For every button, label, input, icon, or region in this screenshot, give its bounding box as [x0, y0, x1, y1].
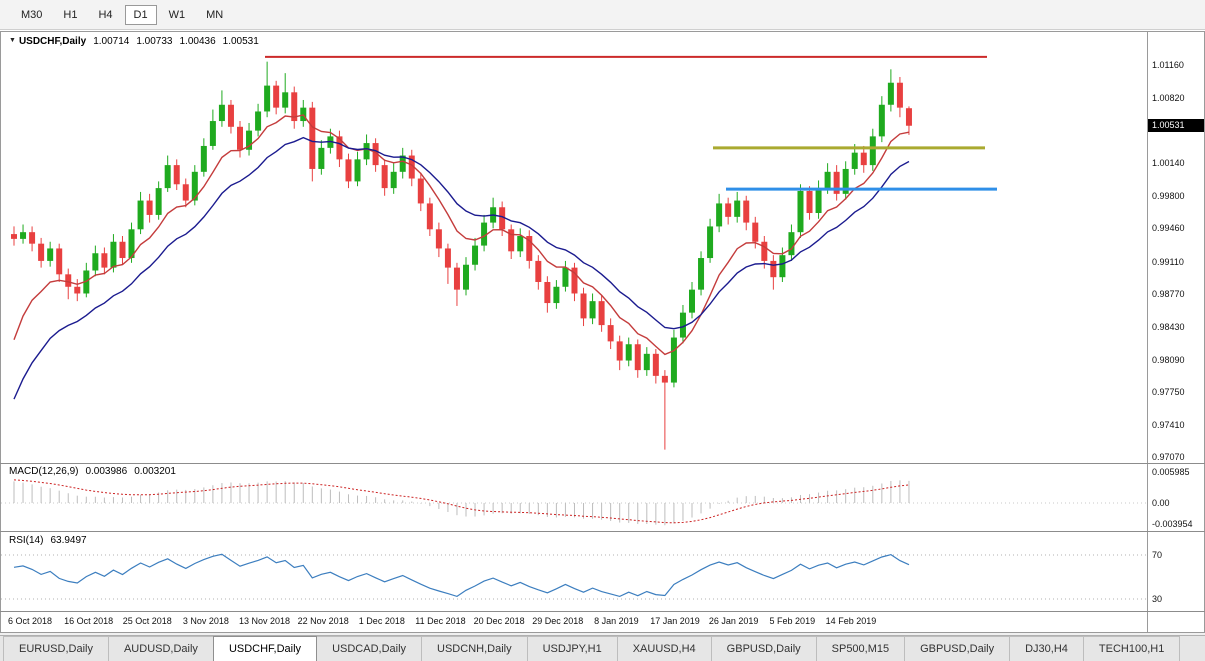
- chart-tab-xauusd-h4-6[interactable]: XAUUSD,H4: [616, 636, 712, 661]
- timeframe-button-d1[interactable]: D1: [124, 4, 157, 25]
- chart-tab-gbpusd-daily-9[interactable]: GBPUSD,Daily: [904, 636, 1011, 661]
- chart-background[interactable]: [0, 30, 1205, 633]
- macd-signal-value: 0.003201: [134, 466, 176, 477]
- timeframe-button-m30[interactable]: M30: [12, 5, 51, 25]
- chart-tab-dj30-h4-10[interactable]: DJ30,H4: [1009, 636, 1084, 661]
- timeframe-button-w1[interactable]: W1: [160, 5, 195, 25]
- timeframe-button-mn[interactable]: MN: [197, 5, 232, 25]
- ma-fast-red: [13, 114, 910, 356]
- ohlc-high-value: 1.00733: [136, 36, 173, 47]
- macd-indicator-label: MACD(12,26,9) 0.003986 0.003201: [9, 466, 176, 477]
- ohlc-open-value: 1.00714: [93, 36, 130, 47]
- chart-tab-tech100-h1-11[interactable]: TECH100,H1: [1082, 636, 1181, 661]
- candles-layer[interactable]: [11, 61, 912, 450]
- timeframe-button-h4[interactable]: H4: [89, 5, 121, 25]
- current-price-badge: 1.00531: [1148, 118, 1204, 132]
- chart-tab-usdcad-daily-3[interactable]: USDCAD,Daily: [316, 636, 423, 661]
- chart-tab-usdcnh-daily-4[interactable]: USDCNH,Daily: [421, 636, 528, 661]
- chart-symbol-label: USDCHF,Daily: [18, 36, 87, 47]
- timeframe-button-h1[interactable]: H1: [54, 5, 86, 25]
- chart-title: ▼ USDCHF,Daily 1.00714 1.00733 1.00436 1.0053…: [9, 36, 259, 47]
- ma-slow-navy: [13, 136, 910, 400]
- rsi-line: [13, 553, 910, 598]
- rsi-name: RSI(14): [9, 535, 44, 546]
- rsi-indicator-label: RSI(14) 63.9497: [9, 535, 87, 546]
- ohlc-close-value: 1.00531: [222, 36, 259, 47]
- macd-signal-line: [13, 479, 910, 524]
- chart-tabs-bar: EURUSD,Daily AUDUSD,Daily USDCHF,Daily USDC…: [0, 635, 1205, 661]
- chart-tab-sp500-m15-8[interactable]: SP500,M15: [815, 636, 906, 661]
- macd-histogram: [13, 480, 910, 526]
- macd-name: MACD(12,26,9): [9, 466, 79, 477]
- chart-tab-gbpusd-daily-7[interactable]: GBPUSD,Daily: [710, 636, 817, 661]
- rsi-value: 63.9497: [50, 535, 87, 546]
- current-price-value: 1.00531: [1152, 119, 1185, 130]
- timeframe-toolbar: M30 H1 H4 D1 W1 MN: [0, 0, 1205, 30]
- chart-menu-arrow-icon[interactable]: ▼: [9, 37, 16, 44]
- chart-tab-usdchf-daily-2[interactable]: USDCHF,Daily: [212, 636, 318, 661]
- chart-tab-usdjpy-h1-5[interactable]: USDJPY,H1: [526, 636, 618, 661]
- ohlc-low-value: 1.00436: [179, 36, 216, 47]
- macd-main-value: 0.003986: [85, 466, 128, 477]
- chart-tab-eurusd-daily-0[interactable]: EURUSD,Daily: [3, 636, 109, 661]
- chart-tab-audusd-daily-1[interactable]: AUDUSD,Daily: [107, 636, 214, 661]
